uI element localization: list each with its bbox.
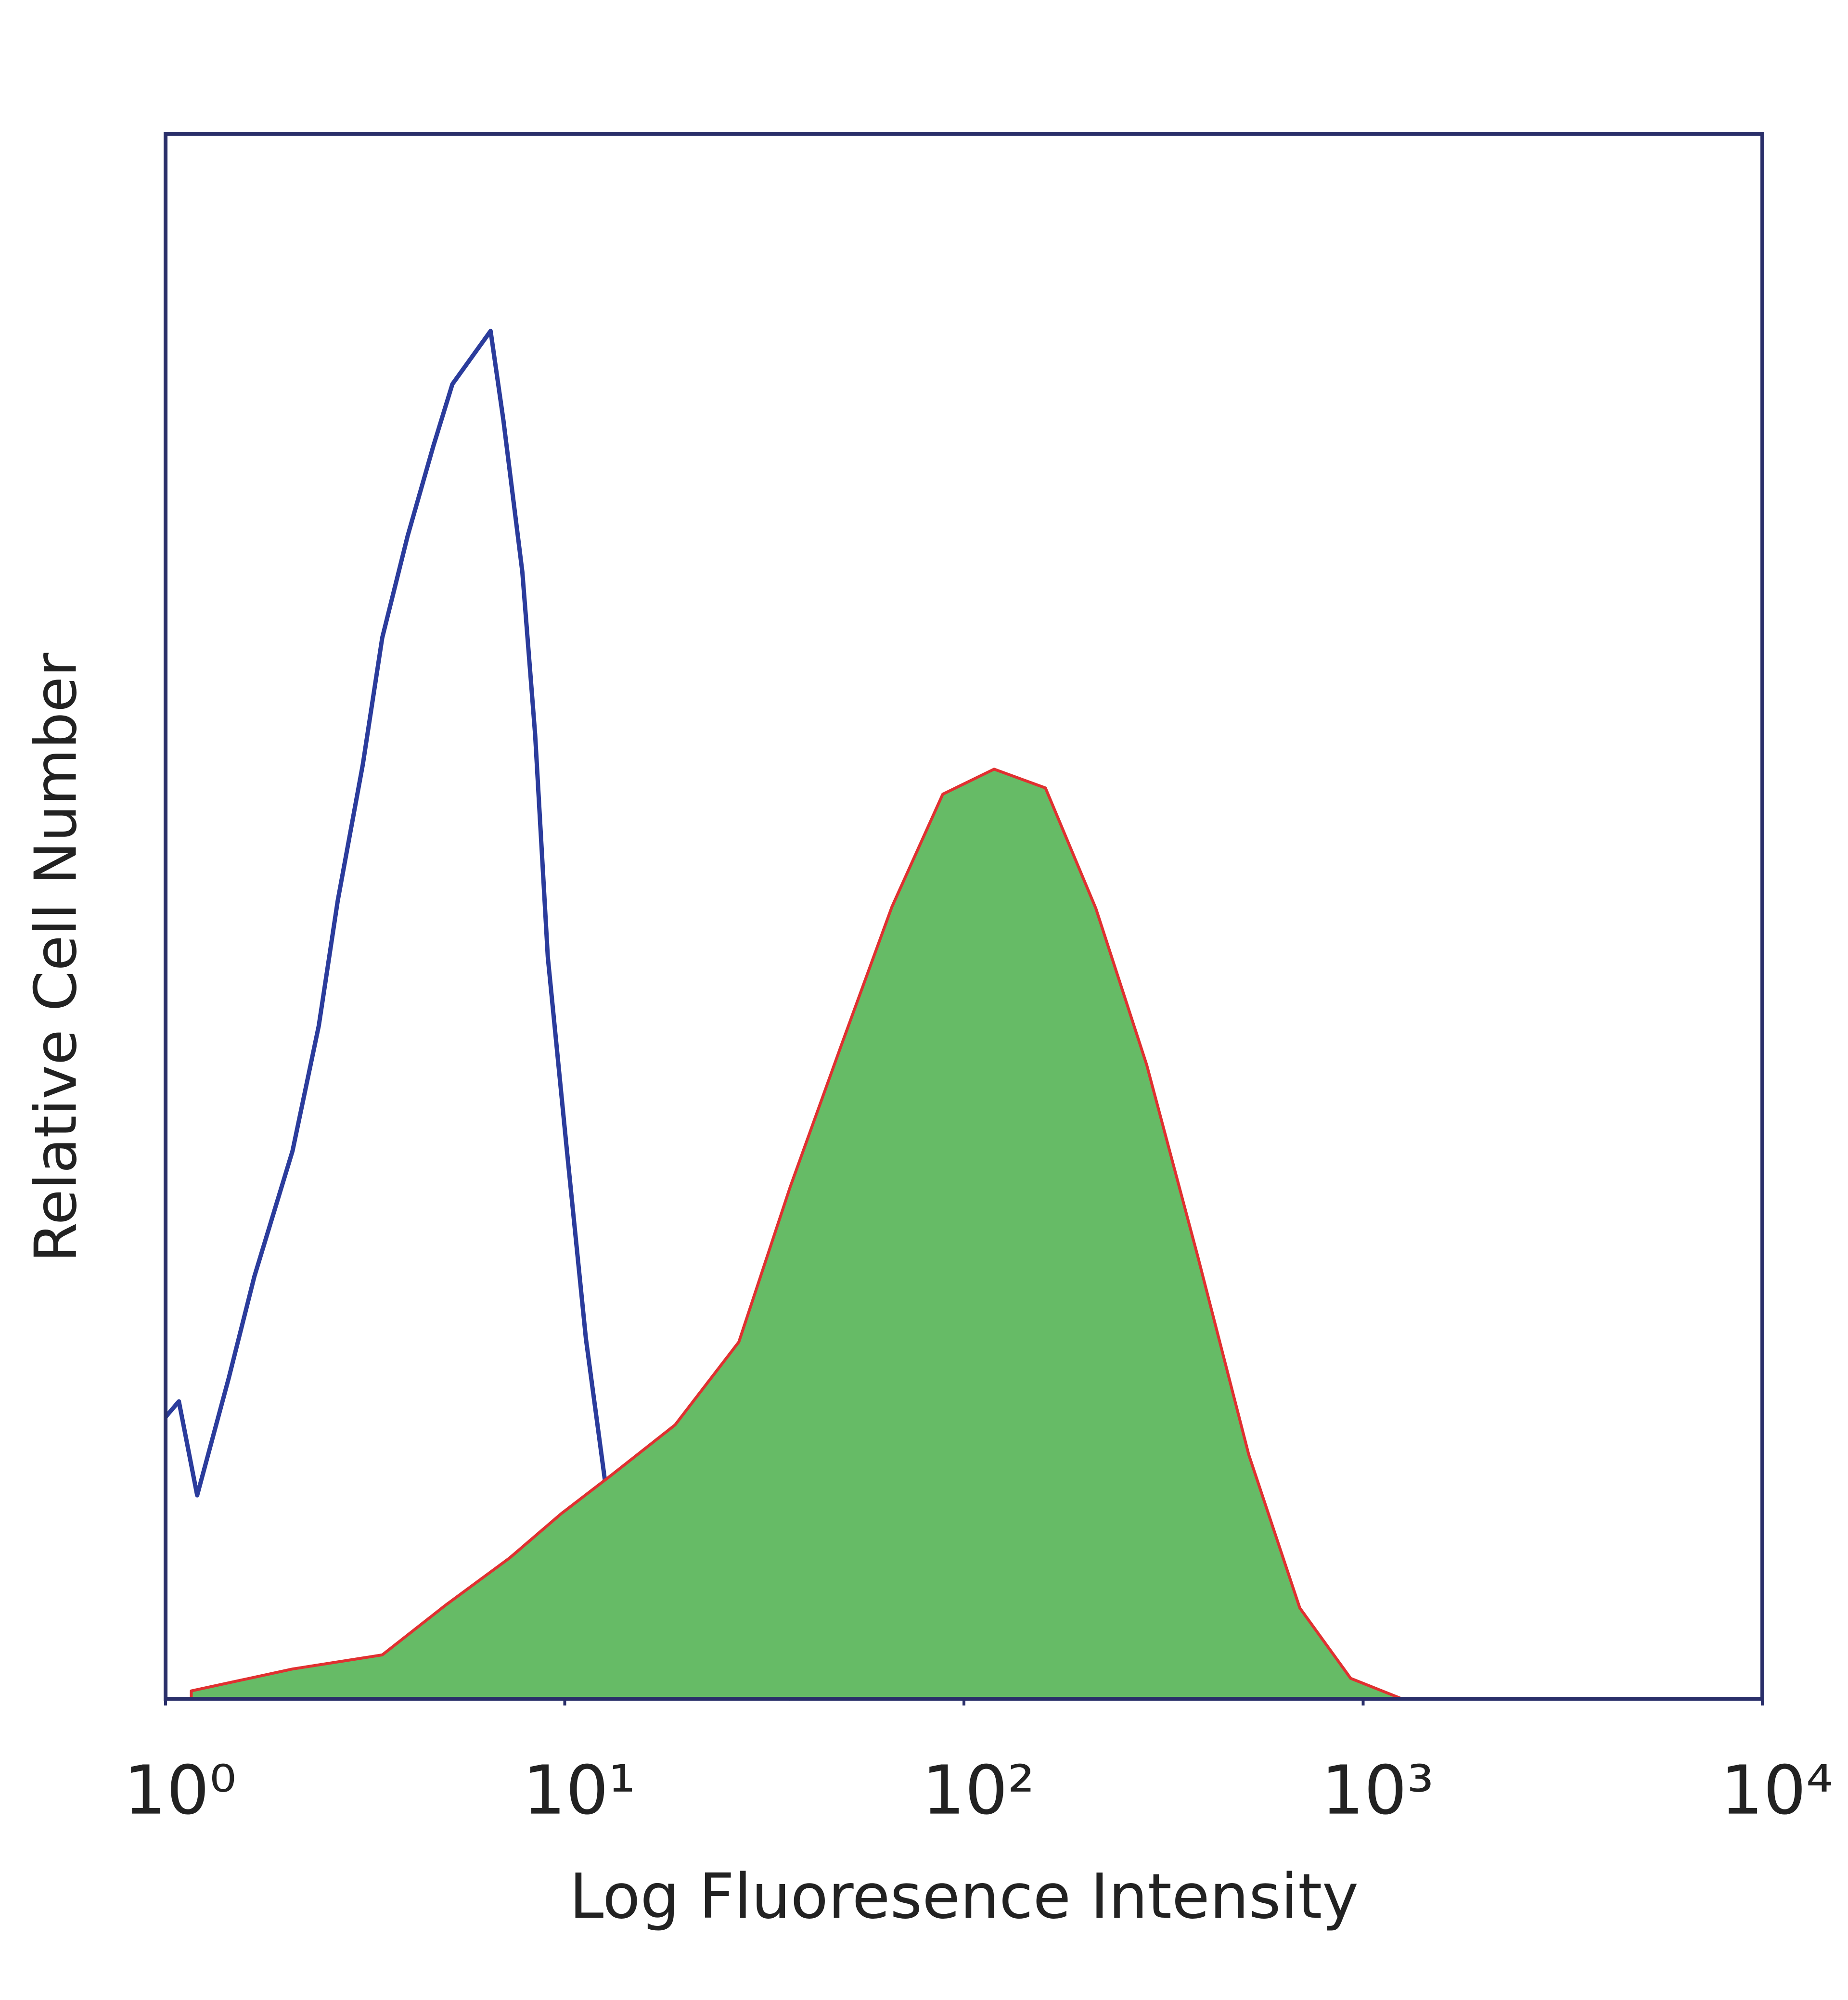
- histogram-area: [190, 768, 1403, 1700]
- x-tick-label: 10⁰: [124, 1752, 236, 1830]
- x-tick-label: 10⁴: [1720, 1752, 1833, 1830]
- x-tick-label: 10²: [922, 1752, 1035, 1830]
- x-tick-label: 10³: [1321, 1752, 1434, 1830]
- y-axis-label: Relative Cell Number: [23, 653, 90, 1262]
- x-axis-label: Log Fluoresence Intensity: [569, 1861, 1359, 1933]
- x-tick-label: 10¹: [523, 1752, 635, 1830]
